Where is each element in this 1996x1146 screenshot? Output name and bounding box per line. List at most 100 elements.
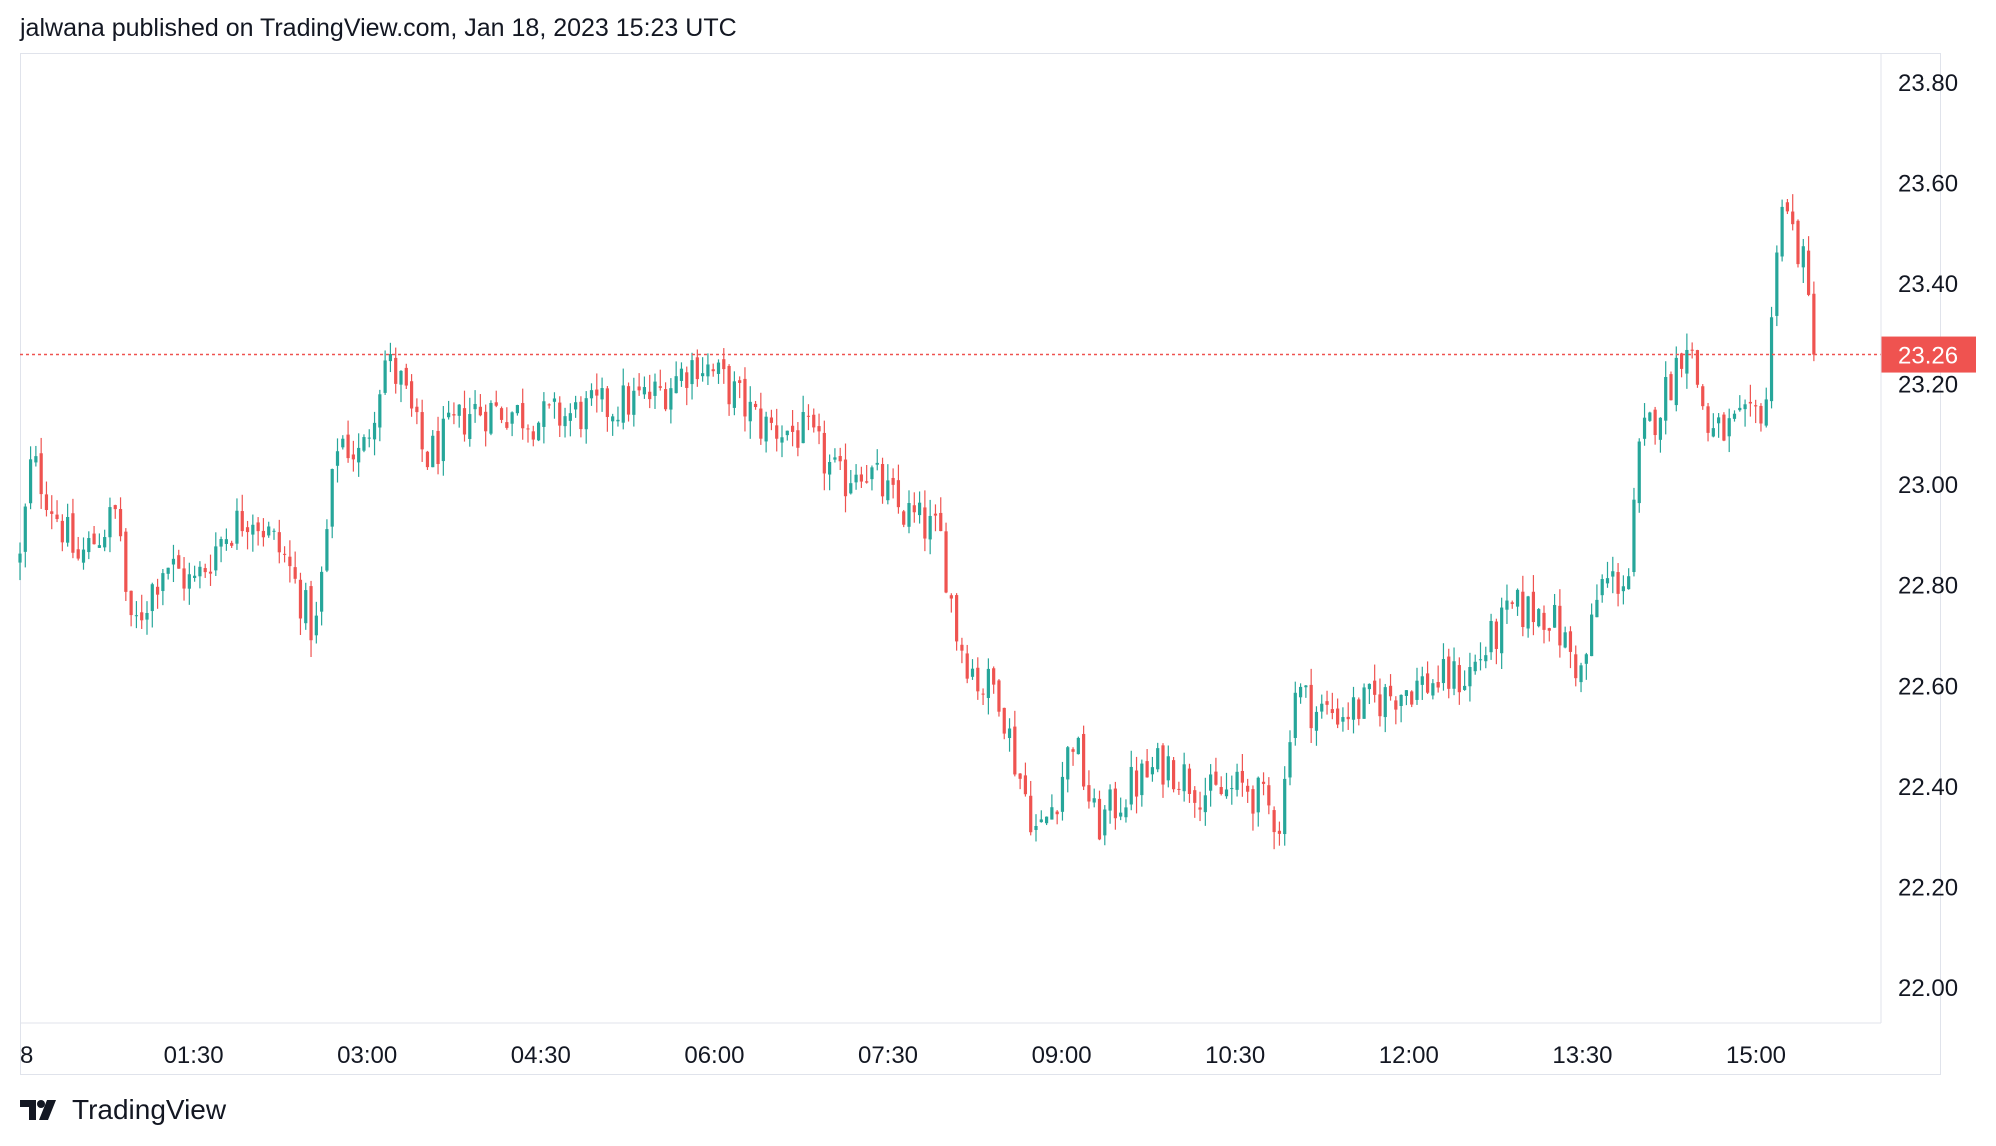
candle-body [1108,789,1112,811]
candle-body [1425,673,1430,693]
candle-body [1309,684,1313,729]
candle-body [282,553,287,555]
candle-body [198,566,202,577]
candle-body [1431,683,1435,696]
candle-body [203,568,207,573]
candle-body [1748,401,1752,404]
candle-body [484,411,488,432]
candle-body [1552,604,1557,628]
candle-body [701,373,705,377]
candle-body [1113,788,1117,819]
candle-body [436,430,440,465]
candle-body [976,667,980,692]
candle-body [944,531,948,593]
candle-body [1013,726,1017,775]
candle-body [1140,763,1144,796]
candle-body [1648,412,1652,421]
candle-body [833,457,837,460]
time-tick-label: 06:00 [684,1042,744,1069]
candle-body [1214,771,1218,785]
candle-body [1251,789,1255,814]
candle-body [653,381,657,396]
candle-body [568,413,572,421]
candle-body [1383,687,1387,718]
candle-body [309,586,313,641]
candle-body [986,668,990,698]
candle-body [140,612,144,621]
candle-body [23,506,27,552]
candle-body [235,510,239,544]
candle-body [1510,602,1514,604]
candle-body [970,668,975,677]
candle-body [1806,250,1811,295]
time-tick-label: 10:30 [1205,1042,1265,1069]
candle-body [383,360,387,393]
candle-body [896,480,901,508]
candle-body [1209,774,1213,791]
candle-body [155,586,160,595]
candle-body [425,451,430,468]
candle-body [1087,785,1091,802]
candle-body [288,556,292,567]
candle-body [113,505,117,510]
candle-body [1706,406,1710,433]
candle-body [955,595,959,642]
candle-body [526,428,530,430]
candle-body [378,394,382,428]
candle-body [134,615,139,617]
candle-body [928,515,932,540]
candle-body [103,537,107,548]
candle-body [457,404,461,416]
candle-body [441,418,445,462]
candle-body [658,386,662,388]
candle-body [1521,591,1525,628]
time-axis[interactable]: 8 01:30 03:00 04:30 06:00 07:30 09:00 10:30 12:0… [20,1042,1786,1069]
time-tick-label: 15:00 [1726,1042,1786,1069]
price-tick-label: 22.20 [1898,874,1958,901]
price-tick-label: 23.40 [1898,271,1958,298]
candle-body [1404,690,1409,696]
candle-body [1182,764,1186,792]
candle-body [1457,665,1461,693]
candle-body [1489,620,1493,653]
candle-body [1177,788,1181,790]
candle-body [1351,697,1356,720]
candle-body [330,469,334,527]
candle-body [1711,428,1715,437]
candle-body [489,402,493,434]
candle-body [1394,700,1398,710]
candle-body [1679,353,1684,369]
candle-body [1362,687,1366,719]
tradingview-logo-icon [20,1100,56,1120]
price-axis[interactable]: 23.80 23.60 23.40 23.20 23.00 22.80 22.60 22.40… [1898,70,1958,1002]
candle-body [325,529,329,571]
candle-body [849,483,853,494]
last-price-tag: 23.26 [1881,336,1976,373]
candle-body [1568,631,1573,652]
candle-body [1325,701,1329,705]
candle-body [1759,405,1763,424]
candle-body [1584,654,1588,664]
candle-body [1531,591,1536,623]
candle-body [320,571,324,612]
candle-body [642,387,647,395]
candle-body [933,513,938,516]
candle-body [97,545,101,548]
candle-body [521,403,525,429]
candle-body [1007,728,1012,739]
candle-body [1018,773,1022,779]
candle-body [468,414,472,439]
candle-body [251,524,255,535]
candle-body [600,388,604,400]
candle-body [1373,680,1377,695]
candle-body [44,494,49,510]
candle-body [796,430,800,448]
candle-body [1600,579,1604,596]
candle-body [256,522,260,532]
candle-body [293,567,297,579]
candle-body [1277,830,1282,834]
candle-body [357,447,361,463]
candle-body [616,419,620,422]
candle-body [626,386,631,415]
